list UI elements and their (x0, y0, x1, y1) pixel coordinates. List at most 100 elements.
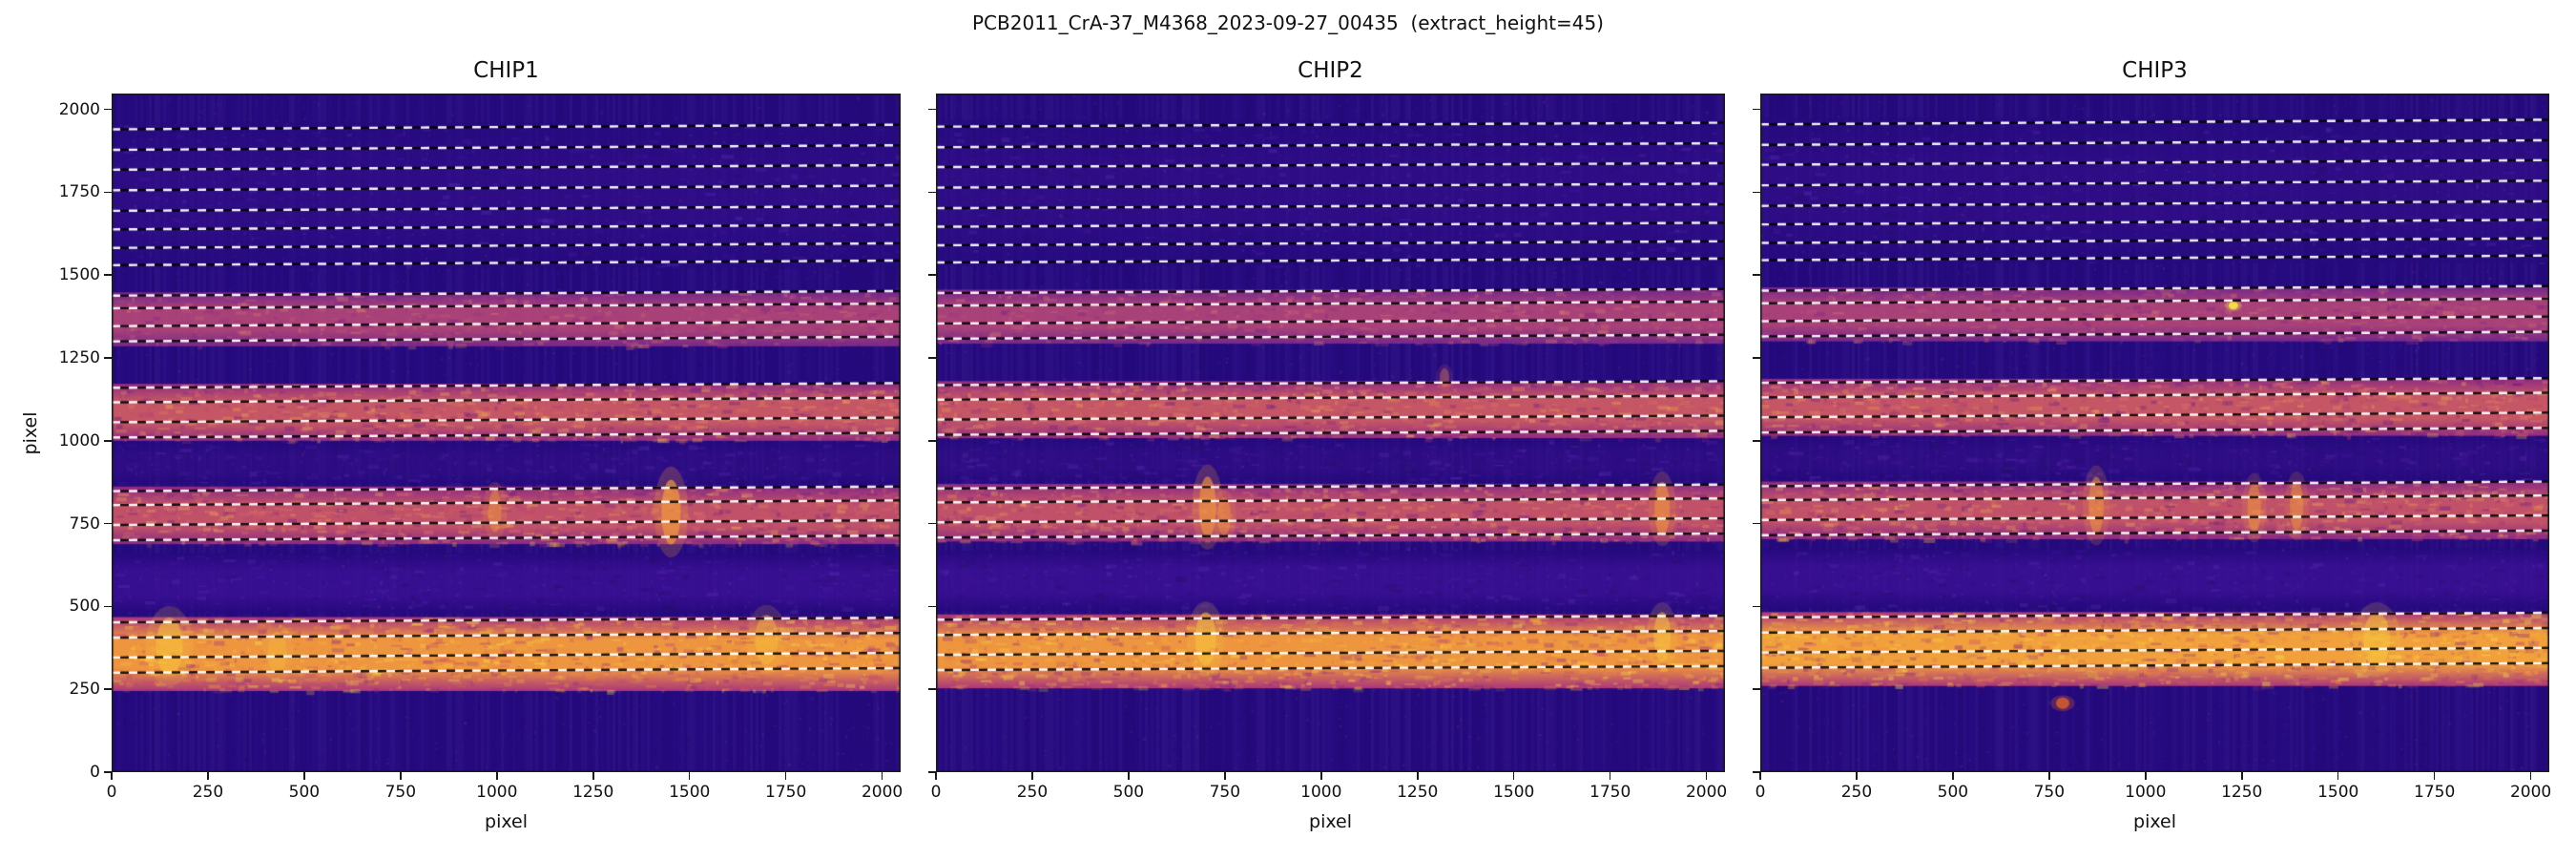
y-tick-mark (104, 688, 112, 690)
x-tick-mark (2048, 772, 2050, 780)
x-tick-label: 1250 (572, 783, 614, 802)
x-tick-mark (2145, 772, 2147, 780)
panel-title-chip2: CHIP2 (1298, 58, 1363, 83)
x-tick-label: 500 (1937, 783, 1969, 802)
x-tick-label: 2000 (1685, 783, 1728, 802)
x-tick-mark (784, 772, 787, 780)
y-tick-mark (1753, 771, 1760, 773)
x-tick-label: 750 (1209, 783, 1241, 802)
y-tick-label: 2000 (58, 99, 100, 119)
x-tick-mark (1759, 772, 1761, 780)
x-tick-label: 2000 (861, 783, 904, 802)
x-tick-mark (400, 772, 402, 780)
x-tick-label: 250 (1840, 783, 1873, 802)
x-tick-mark (1705, 772, 1708, 780)
x-tick-mark (1031, 772, 1033, 780)
x-tick-mark (881, 772, 883, 780)
y-tick-label: 750 (69, 513, 100, 534)
x-tick-label: 1500 (669, 783, 711, 802)
x-tick-label: 0 (1755, 783, 1766, 802)
x-tick-label: 2000 (2509, 783, 2552, 802)
y-tick-mark (104, 108, 112, 111)
x-tick-mark (1224, 772, 1226, 780)
y-tick-mark (928, 771, 936, 773)
x-axis-label-chip1: pixel (485, 811, 528, 832)
y-tick-mark (104, 522, 112, 525)
panel-title-chip1: CHIP1 (473, 58, 539, 83)
x-tick-mark (1320, 772, 1322, 780)
x-tick-mark (1952, 772, 1954, 780)
x-tick-label: 1250 (2221, 783, 2263, 802)
y-tick-mark (1753, 522, 1760, 525)
y-tick-mark (928, 688, 936, 690)
panel-chip3: CHIP3 pixel 0 250 500 750 1000 1250 1500 1750 20… (1753, 58, 2551, 832)
figure-title: PCB2011_CrA-37_M4368_2023-09-27_00435 (e… (972, 11, 1604, 34)
y-tick-mark (1753, 108, 1760, 111)
y-tick-mark (1753, 191, 1760, 194)
x-tick-label: 250 (192, 783, 224, 802)
x-tick-mark (1128, 772, 1130, 780)
x-tick-label: 1500 (2317, 783, 2359, 802)
x-tick-label: 1750 (2414, 783, 2456, 802)
x-tick-label: 250 (1016, 783, 1049, 802)
y-tick-mark (1753, 440, 1760, 442)
y-tick-label: 250 (69, 680, 100, 700)
y-tick-mark (104, 771, 112, 773)
x-tick-mark (303, 772, 305, 780)
y-tick-mark (928, 274, 936, 276)
x-tick-mark (2529, 772, 2532, 780)
y-tick-label: 1500 (58, 265, 100, 285)
x-tick-mark (2241, 772, 2243, 780)
y-tick-label: 500 (69, 597, 100, 617)
y-axis-label: pixel (20, 411, 41, 455)
x-tick-label: 0 (106, 783, 117, 802)
x-tick-mark (1856, 772, 1858, 780)
x-tick-mark (111, 772, 113, 780)
heatmap-canvas-chip1 (112, 94, 901, 772)
x-tick-label: 500 (288, 783, 321, 802)
x-tick-label: 1000 (2125, 783, 2167, 802)
x-tick-mark (592, 772, 594, 780)
y-tick-mark (1753, 274, 1760, 276)
x-tick-mark (2433, 772, 2436, 780)
x-tick-label: 1000 (1300, 783, 1342, 802)
y-tick-label: 1750 (58, 182, 100, 202)
x-axis-label-chip3: pixel (2133, 811, 2176, 832)
x-tick-label: 1500 (1493, 783, 1535, 802)
x-tick-label: 1250 (1397, 783, 1439, 802)
x-tick-label: 1000 (476, 783, 518, 802)
y-tick-mark (928, 522, 936, 525)
heatmap-canvas-chip3 (1760, 94, 2549, 772)
x-tick-label: 1750 (765, 783, 807, 802)
x-tick-label: 1750 (1589, 783, 1631, 802)
y-tick-mark (104, 440, 112, 442)
y-tick-mark (928, 605, 936, 608)
y-tick-label: 1000 (58, 430, 100, 450)
x-tick-mark (935, 772, 937, 780)
y-tick-mark (1753, 357, 1760, 359)
x-tick-label: 500 (1112, 783, 1145, 802)
x-tick-mark (1417, 772, 1419, 780)
y-tick-mark (104, 357, 112, 359)
y-tick-mark (104, 191, 112, 194)
panel-chip1: CHIP1 pixel 0 250 500 750 1000 1250 1500 1750 20… (59, 58, 904, 832)
y-tick-label: 0 (90, 763, 100, 782)
y-tick-mark (928, 440, 936, 442)
y-tick-mark (104, 274, 112, 276)
y-tick-mark (1753, 605, 1760, 608)
x-tick-mark (1609, 772, 1611, 780)
x-tick-mark (496, 772, 498, 780)
y-tick-mark (104, 605, 112, 608)
x-tick-label: 0 (930, 783, 942, 802)
y-tick-label: 1250 (58, 348, 100, 368)
y-tick-mark (928, 108, 936, 111)
x-tick-label: 750 (384, 783, 417, 802)
panel-chip2: CHIP2 pixel 0 250 500 750 1000 1250 1500 1750 20… (928, 58, 1727, 832)
y-tick-mark (928, 357, 936, 359)
x-axis-label-chip2: pixel (1309, 811, 1352, 832)
y-tick-mark (928, 191, 936, 194)
x-tick-mark (688, 772, 691, 780)
x-tick-label: 750 (2033, 783, 2066, 802)
x-tick-mark (1512, 772, 1515, 780)
